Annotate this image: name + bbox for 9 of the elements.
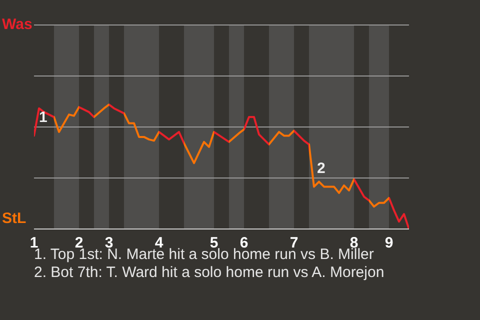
x-tick-label: 6 [240,234,248,252]
annotation: 1 [39,109,48,126]
text: Was [2,16,32,33]
x-tick-label: 7 [290,234,298,252]
annotation: 2 [317,160,326,177]
x-tick-label: 4 [154,234,164,252]
x-tick-label: 9 [384,234,394,252]
text: StL [2,210,26,227]
text: 2. Bot 7th: T. Ward hit a solo home run vs A. Morejon [34,264,384,281]
